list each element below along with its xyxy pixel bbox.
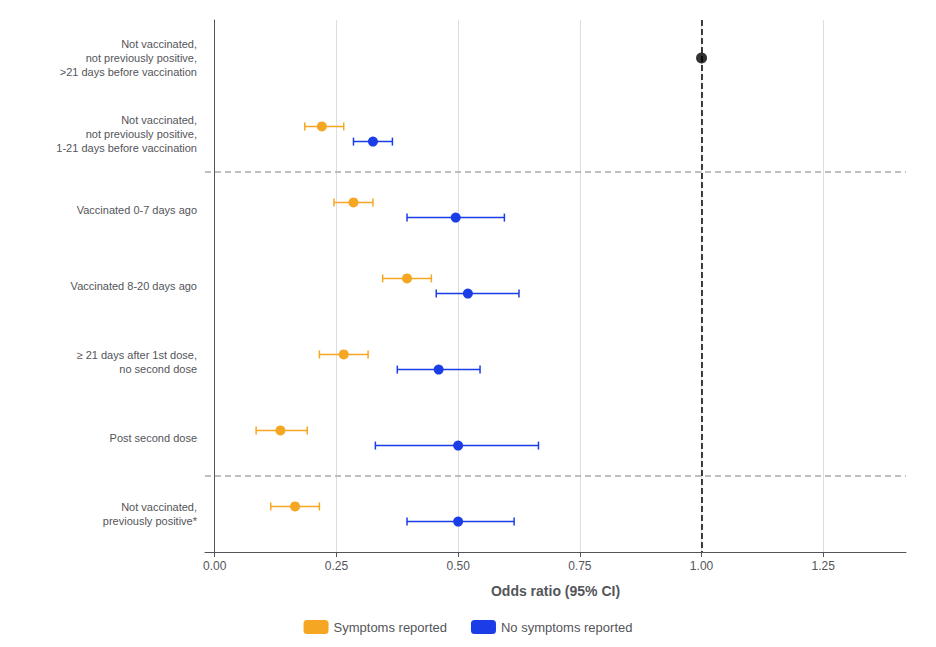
svg-text:0.00: 0.00 [203,559,227,573]
svg-text:Not vaccinated,: Not vaccinated, [121,38,197,50]
svg-text:0.50: 0.50 [446,559,470,573]
svg-text:Post second dose: Post second dose [110,432,197,444]
svg-text:1.25: 1.25 [812,559,836,573]
svg-text:0.75: 0.75 [568,559,592,573]
svg-text:0.25: 0.25 [325,559,349,573]
svg-text:No symptoms reported: No symptoms reported [501,620,632,635]
svg-text:not previously positive,: not previously positive, [86,128,197,140]
svg-text:Symptoms reported: Symptoms reported [334,620,447,635]
svg-text:no second dose: no second dose [119,363,197,375]
svg-text:not previously positive,: not previously positive, [86,52,197,64]
svg-text:Not vaccinated,: Not vaccinated, [121,501,197,513]
svg-text:1-21 days before vaccination: 1-21 days before vaccination [56,142,197,154]
svg-text:Vaccinated 8-20 days ago: Vaccinated 8-20 days ago [71,280,197,292]
svg-text:≥ 21 days after 1st dose,: ≥ 21 days after 1st dose, [77,349,197,361]
svg-text:Not vaccinated,: Not vaccinated, [121,114,197,126]
svg-text:Vaccinated 0-7 days ago: Vaccinated 0-7 days ago [77,204,197,216]
svg-text:Odds ratio (95% CI): Odds ratio (95% CI) [491,583,620,599]
svg-text:previously positive*: previously positive* [103,515,198,527]
svg-text:1.00: 1.00 [690,559,714,573]
svg-text:>21 days before vaccination: >21 days before vaccination [60,66,197,78]
